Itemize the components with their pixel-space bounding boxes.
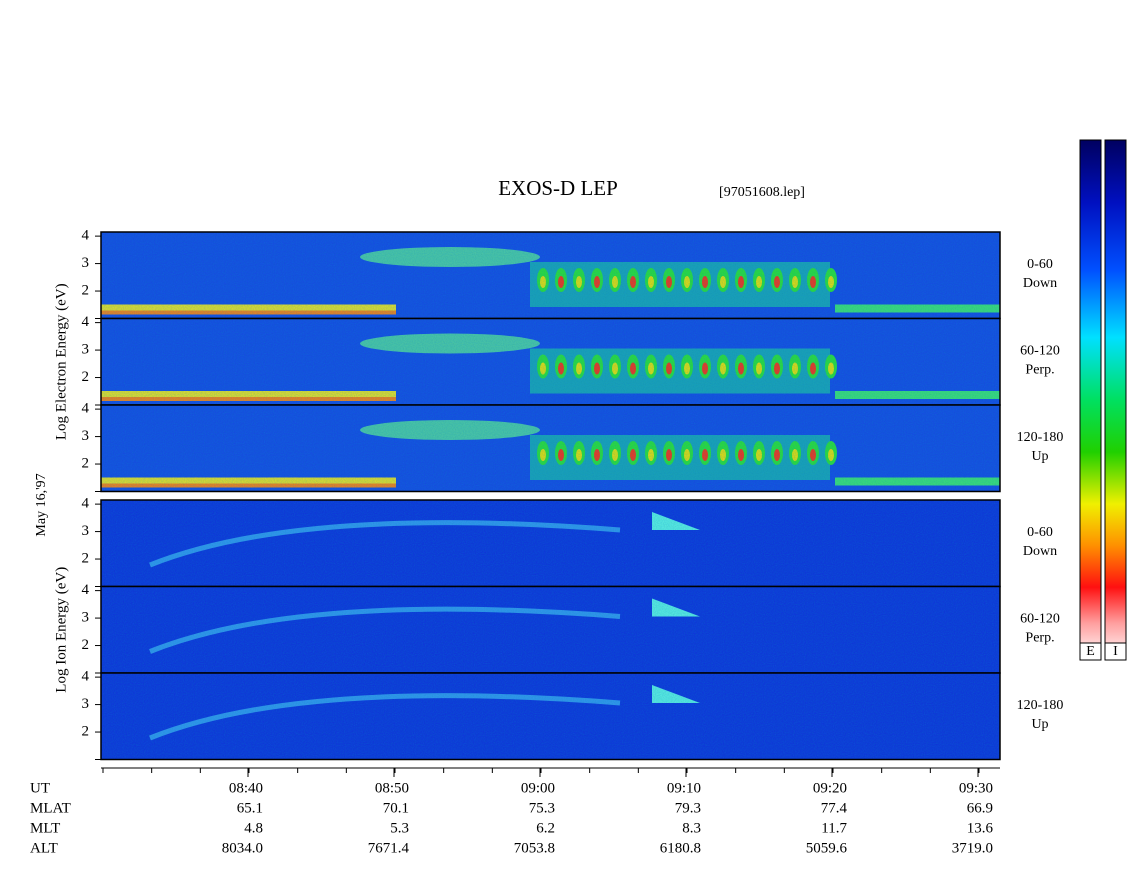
ephemeris-value: 75.3 — [529, 800, 555, 816]
panel-label: Perp. — [1025, 363, 1054, 378]
ephemeris-value: 5.3 — [390, 820, 409, 836]
y-tick-label: 3 — [82, 610, 90, 626]
ephemeris-value: 7671.4 — [368, 840, 410, 856]
ephemeris-value: 5059.6 — [806, 840, 848, 856]
ephemeris-value: 13.6 — [967, 820, 994, 836]
title: EXOS-D LEP — [498, 176, 618, 200]
panel-label: 120-180 — [1017, 698, 1064, 713]
x-tick-label: 08:40 — [229, 780, 263, 796]
y-tick-label: 3 — [82, 342, 90, 358]
panel-frame — [100, 404, 1001, 493]
y-tick-label: 4 — [82, 314, 90, 330]
x-tick-label: 09:10 — [667, 780, 701, 796]
panel-label: Up — [1031, 717, 1048, 732]
row-label: MLAT — [30, 800, 71, 816]
colorbar-label: I — [1113, 644, 1118, 659]
ephemeris-value: 4.8 — [244, 820, 263, 836]
ephemeris-value: 66.9 — [967, 800, 993, 816]
spectrogram-noise — [101, 500, 1000, 587]
ephemeris-value: 65.1 — [237, 800, 263, 816]
panel-label: 0-60 — [1027, 257, 1053, 272]
y-axis-label: Log Electron Energy (eV) — [53, 283, 69, 440]
ephemeris-value: 8034.0 — [222, 840, 263, 856]
spectrogram-noise — [101, 318, 1000, 405]
panel-label: 60-120 — [1020, 344, 1060, 359]
y-tick-label: 4 — [82, 401, 90, 417]
colorbar — [1079, 139, 1102, 661]
panel-label: 60-120 — [1020, 612, 1060, 627]
panel-label: Down — [1023, 544, 1057, 559]
file-name: [97051608.lep] — [719, 185, 805, 200]
y-tick-label: 3 — [82, 523, 90, 539]
colorbar — [1104, 139, 1127, 661]
y-tick-label: 3 — [82, 696, 90, 712]
y-tick-label: 2 — [82, 550, 90, 566]
y-tick-label: 3 — [82, 255, 90, 271]
x-tick-label: 09:30 — [959, 780, 993, 796]
y-tick-label: 2 — [82, 637, 90, 653]
y-tick-label: 2 — [82, 455, 90, 471]
ephemeris-value: 79.3 — [675, 800, 701, 816]
panel-label: Down — [1023, 276, 1057, 291]
panel-label: Perp. — [1025, 631, 1054, 646]
y-tick-label: 3 — [82, 428, 90, 444]
spectrogram-noise — [101, 586, 1000, 673]
x-tick-label: 09:20 — [813, 780, 847, 796]
date: May 16,'97 — [34, 473, 49, 536]
row-label: UT — [30, 780, 50, 796]
ephemeris-value: 11.7 — [821, 820, 847, 836]
panel-frame — [100, 672, 1001, 761]
x-tick-label: 08:50 — [375, 780, 409, 796]
y-tick-label: 4 — [82, 228, 90, 244]
y-tick-label: 4 — [82, 496, 90, 512]
ephemeris-value: 6.2 — [536, 820, 555, 836]
colorbar-label: E — [1086, 644, 1095, 659]
ephemeris-value: 6180.8 — [660, 840, 701, 856]
colorbar-label-box — [1079, 642, 1102, 661]
colorbar-label-box — [1104, 642, 1127, 661]
ephemeris-value: 3719.0 — [952, 840, 993, 856]
panel-label: 0-60 — [1027, 525, 1053, 540]
y-tick-label: 2 — [82, 369, 90, 385]
y-tick-label: 4 — [82, 669, 90, 685]
spectrogram-noise — [101, 405, 1000, 492]
spectrogram-noise — [101, 232, 1000, 319]
spectrogram-noise — [101, 673, 1000, 760]
ephemeris-value: 70.1 — [383, 800, 409, 816]
y-tick-label: 2 — [82, 282, 90, 298]
x-tick-label: 09:00 — [521, 780, 555, 796]
y-tick-label: 4 — [82, 582, 90, 598]
ephemeris-value: 7053.8 — [514, 840, 555, 856]
row-label: ALT — [30, 840, 58, 856]
panel-label: 120-180 — [1017, 430, 1064, 445]
row-label: MLT — [30, 820, 60, 836]
y-axis-label: Log Ion Energy (eV) — [53, 567, 69, 693]
ephemeris-value: 77.4 — [821, 800, 848, 816]
ephemeris-value: 8.3 — [682, 820, 701, 836]
y-tick-label: 2 — [82, 723, 90, 739]
panel-label: Up — [1031, 449, 1048, 464]
